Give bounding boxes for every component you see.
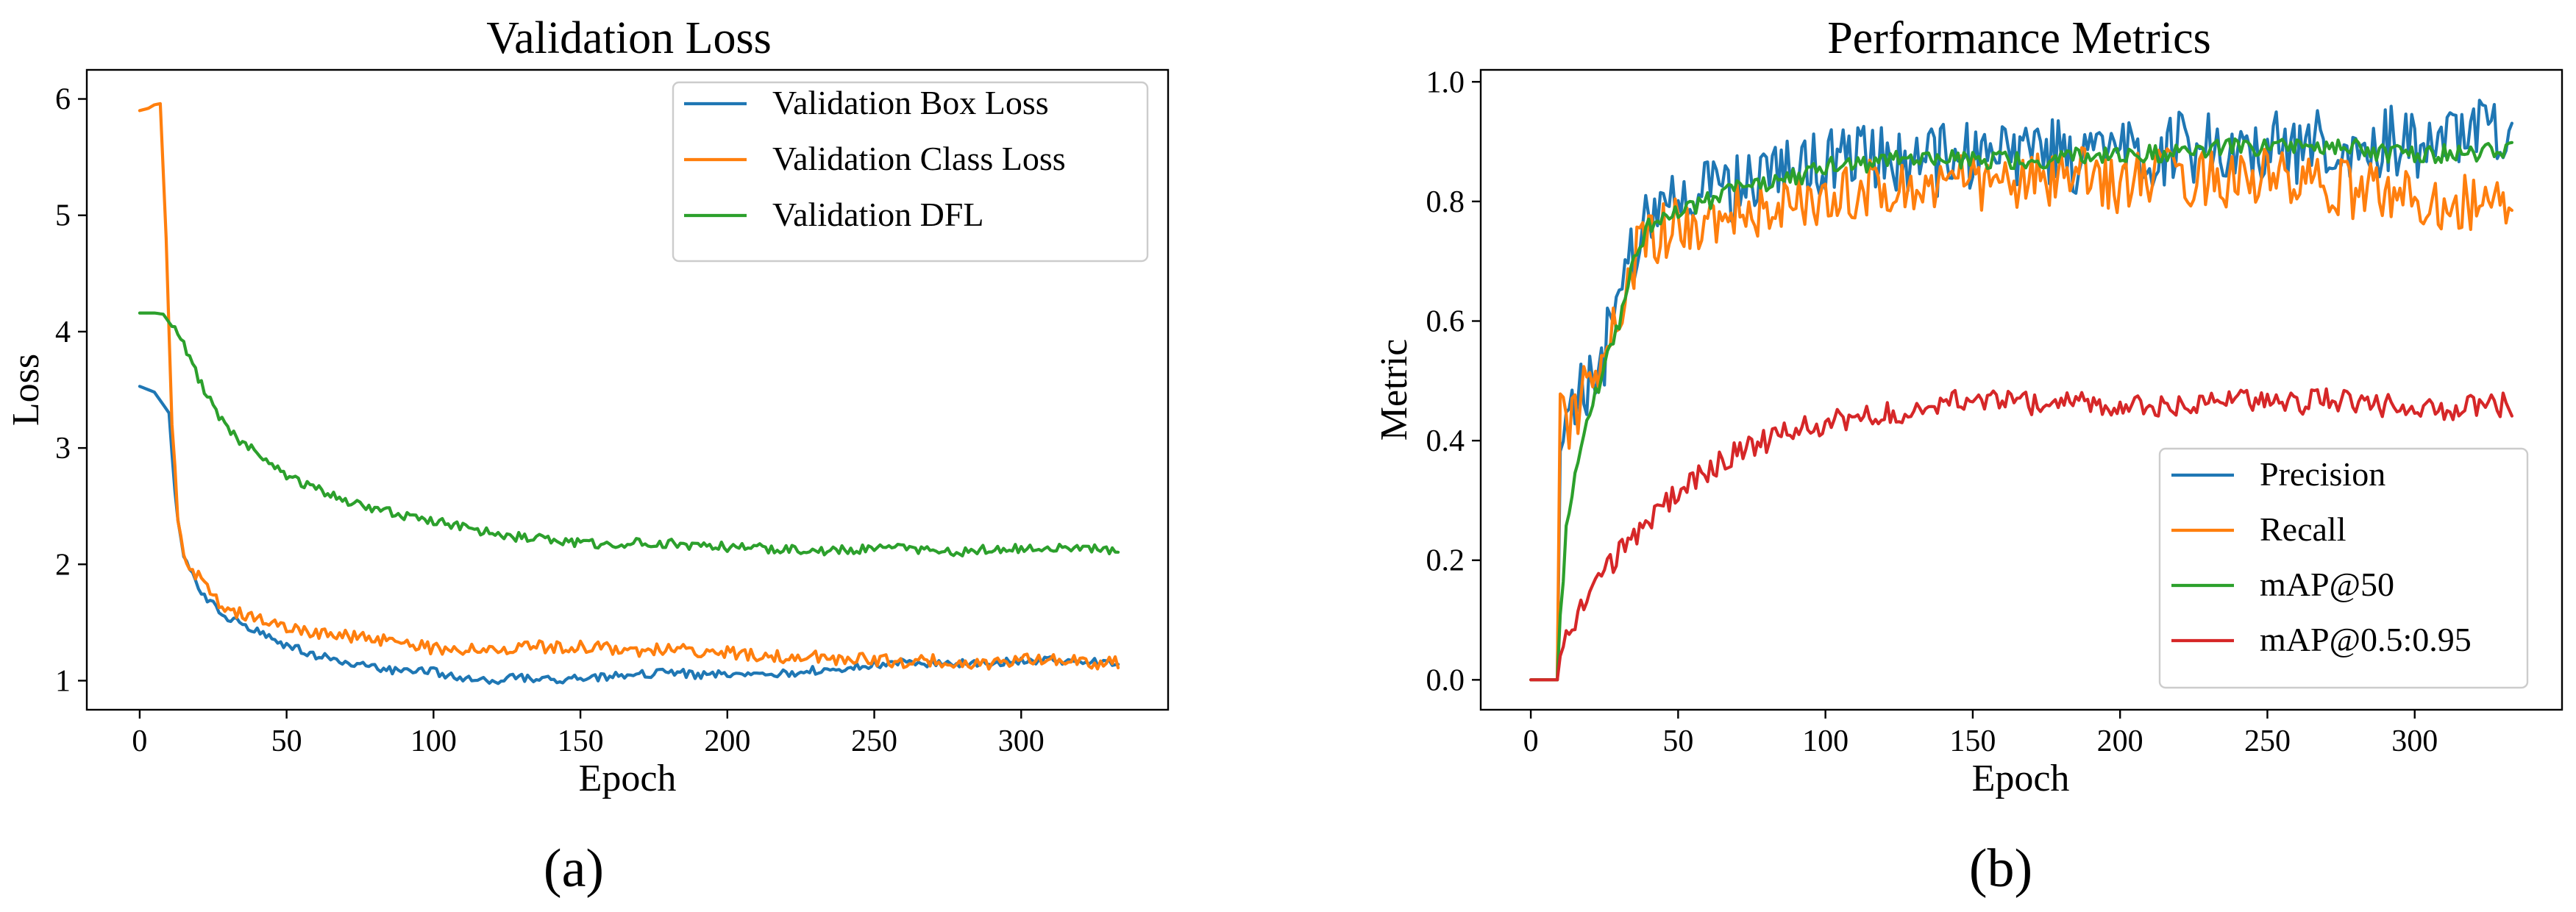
- x-tick-label: 100: [410, 724, 457, 758]
- series-line-validation-box-loss: [138, 385, 1120, 685]
- y-axis-label: Metric: [1373, 339, 1415, 441]
- plot-area: [85, 68, 1170, 711]
- legend-label: Validation Box Loss: [772, 84, 1049, 121]
- y-tick-label: 2: [55, 548, 71, 582]
- y-tick-label: 0.8: [1426, 185, 1465, 219]
- y-tick-label: 0.6: [1426, 304, 1465, 338]
- chart-performance-metrics: Performance Metrics 0 50 100 150 200 250 300 0…: [1373, 13, 2563, 899]
- x-axis-ticks: 0 50 100 150 200 250 300: [132, 710, 1045, 758]
- panel-label-b: (b): [1969, 838, 2032, 899]
- legend-label: mAP@0.5:0.95: [2260, 621, 2472, 658]
- x-axis-label: Epoch: [579, 758, 677, 799]
- panel-label-a: (a): [544, 838, 604, 899]
- chart-validation-loss: Validation Loss 0 50 100 150 200 250 300 1 2 3 4 5…: [5, 13, 1170, 899]
- legend-label: Precision: [2260, 455, 2385, 493]
- legend-box: [2158, 447, 2529, 689]
- x-tick-label: 0: [1523, 724, 1539, 758]
- x-tick-label: 100: [1802, 724, 1849, 758]
- y-tick-label: 6: [55, 83, 71, 117]
- series-line-validation-dfl: [138, 311, 1120, 557]
- plot-area: [1479, 68, 2563, 711]
- y-tick-label: 1: [55, 664, 71, 698]
- x-axis-ticks: 0 50 100 150 200 250 300: [1523, 710, 2438, 758]
- x-tick-label: 0: [132, 724, 147, 758]
- y-axis-ticks: 0.0 0.2 0.4 0.6 0.8 1.0: [1426, 65, 1481, 697]
- y-tick-label: 0.4: [1426, 424, 1465, 458]
- x-tick-label: 150: [1949, 724, 1996, 758]
- x-tick-label: 300: [998, 724, 1045, 758]
- x-tick-label: 250: [851, 724, 897, 758]
- x-tick-label: 200: [704, 724, 750, 758]
- series-layer: [138, 101, 1120, 685]
- x-tick-label: 50: [1662, 724, 1693, 758]
- legend-label: mAP@50: [2260, 566, 2394, 603]
- x-tick-label: 200: [2097, 724, 2143, 758]
- legend-label: Recall: [2260, 510, 2346, 548]
- legend-box: [672, 81, 1149, 263]
- legend-label: Validation DFL: [772, 196, 983, 233]
- x-axis-label: Epoch: [1972, 758, 2070, 799]
- series-layer: [1529, 99, 2513, 682]
- x-tick-label: 250: [2244, 724, 2291, 758]
- series-line-map-0-5-0-95: [1529, 387, 2513, 682]
- chart-title: Validation Loss: [486, 13, 771, 63]
- y-tick-label: 3: [55, 432, 71, 466]
- series-line-recall: [1529, 146, 2513, 682]
- y-tick-label: 1.0: [1426, 65, 1465, 99]
- y-axis-label: Loss: [5, 354, 47, 426]
- x-tick-label: 150: [558, 724, 604, 758]
- x-tick-label: 50: [271, 724, 302, 758]
- y-axis-ticks: 1 2 3 4 5 6: [55, 83, 87, 698]
- y-tick-label: 0.0: [1426, 663, 1465, 697]
- series-line-map-50: [1529, 137, 2513, 682]
- chart-title: Performance Metrics: [1827, 13, 2211, 63]
- legend: Validation Box Loss Validation Class Loss…: [672, 81, 1149, 263]
- legend-label: Validation Class Loss: [772, 140, 1066, 177]
- series-line-validation-class-loss: [138, 101, 1120, 671]
- y-tick-label: 5: [55, 199, 71, 233]
- x-tick-label: 300: [2391, 724, 2438, 758]
- legend: Precision Recall mAP@50 mAP@0.5:0.95: [2158, 447, 2529, 689]
- y-tick-label: 0.2: [1426, 544, 1465, 578]
- y-tick-label: 4: [55, 316, 71, 349]
